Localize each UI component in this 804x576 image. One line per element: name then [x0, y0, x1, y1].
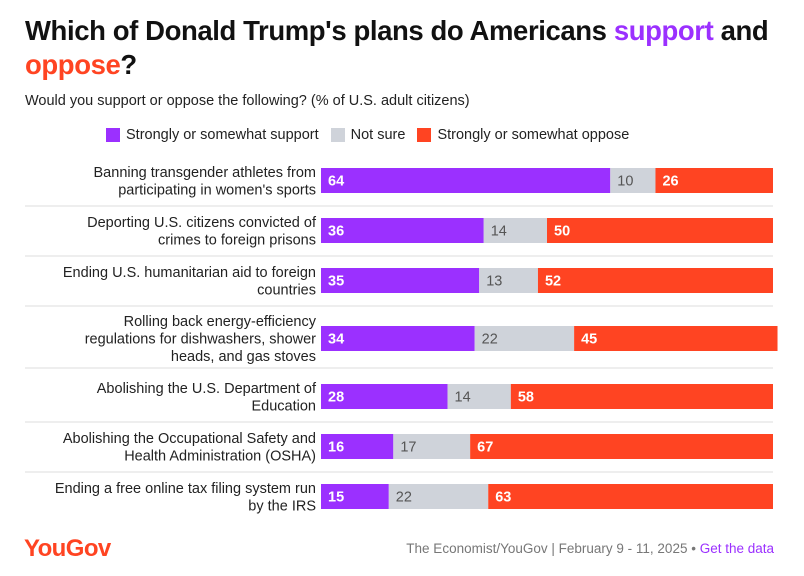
category-label-3-line-1: Ending U.S. humanitarian aid to foreign	[63, 265, 316, 281]
bar-support-3	[321, 268, 480, 293]
category-label-5-line-2: Education	[252, 398, 317, 414]
bar-support-1	[321, 168, 611, 193]
legend-swatch-oppose	[417, 128, 432, 142]
category-label-6-line-2: Health Administration (OSHA)	[124, 448, 316, 464]
legend-swatch-not-sure	[330, 128, 345, 142]
bar-oppose-2	[547, 218, 773, 243]
bar-support-5	[321, 384, 448, 409]
bar-support-4	[321, 326, 475, 351]
data-label-not-sure-3: 13	[486, 274, 502, 290]
legend-label-oppose: Strongly or somewhat oppose	[437, 127, 630, 143]
category-label-2-line-2: crimes to foreign prisons	[158, 232, 316, 248]
bar-oppose-3	[537, 268, 773, 293]
bar-oppose-6	[470, 434, 773, 459]
bar-not-sure-4	[474, 326, 575, 351]
bar-not-sure-3	[479, 268, 538, 293]
data-label-support-7: 15	[328, 490, 344, 506]
bar-not-sure-7	[388, 484, 489, 509]
legend-item-support: Strongly or somewhat support	[106, 127, 319, 143]
title-support-word: support	[613, 15, 714, 46]
legend-item-not-sure: Not sure	[330, 127, 406, 143]
chart-title: Which of Donald Trump's plans do America…	[25, 14, 785, 82]
source-text: The Economist/YouGov | February 9 - 11, …	[406, 541, 700, 556]
data-label-support-1: 64	[328, 174, 344, 190]
title-text-and: and	[713, 15, 769, 46]
footer-source: The Economist/YouGov | February 9 - 11, …	[406, 541, 774, 556]
data-label-oppose-2: 50	[554, 224, 570, 240]
data-label-support-2: 36	[328, 224, 344, 240]
category-label-4-line-1: Rolling back energy-efficiency	[124, 314, 317, 330]
yougov-logo: YouGov	[24, 535, 111, 562]
data-label-not-sure-4: 22	[482, 332, 498, 348]
bar-not-sure-1	[610, 168, 656, 193]
legend-label-support: Strongly or somewhat support	[126, 127, 319, 143]
data-label-support-4: 34	[328, 332, 344, 348]
category-label-5-line-1: Abolishing the U.S. Department of	[97, 381, 317, 397]
data-label-not-sure-6: 17	[400, 440, 416, 456]
title-oppose-word: oppose	[25, 49, 121, 80]
data-label-oppose-4: 45	[581, 332, 597, 348]
legend: Strongly or somewhat support Not sure St…	[106, 127, 641, 143]
data-label-oppose-1: 26	[662, 174, 678, 190]
stacked-bar-chart: Banning transgender athletes frompartici…	[25, 165, 778, 514]
data-label-not-sure-1: 10	[617, 174, 633, 190]
category-label-1-line-1: Banning transgender athletes from	[94, 165, 316, 181]
category-label-6-line-1: Abolishing the Occupational Safety and	[63, 431, 316, 447]
bar-not-sure-2	[483, 218, 547, 243]
title-text: Which of Donald Trump's plans do America…	[25, 15, 614, 46]
bar-oppose-4	[574, 326, 778, 351]
legend-label-not-sure: Not sure	[350, 127, 406, 143]
data-label-not-sure-5: 14	[455, 390, 471, 406]
category-label-4-line-3: heads, and gas stoves	[171, 349, 316, 365]
category-label-3-line-2: countries	[257, 282, 316, 298]
legend-swatch-support	[106, 128, 120, 142]
bar-oppose-5	[510, 384, 773, 409]
category-label-1-line-2: participating in women's sports	[118, 182, 316, 198]
category-label-7-line-1: Ending a free online tax filing system r…	[55, 481, 316, 497]
chart-subtitle: Would you support or oppose the followin…	[25, 93, 470, 109]
data-label-support-5: 28	[328, 390, 344, 406]
bar-oppose-1	[655, 168, 773, 193]
bar-oppose-7	[488, 484, 773, 509]
bar-support-7	[321, 484, 389, 509]
data-label-support-6: 16	[328, 440, 344, 456]
title-question-mark: ?	[120, 49, 137, 80]
data-label-oppose-3: 52	[545, 274, 561, 290]
category-label-4-line-2: regulations for dishwashers, shower	[85, 332, 316, 348]
get-the-data-link[interactable]: Get the data	[699, 541, 774, 556]
data-label-oppose-6: 67	[477, 440, 493, 456]
data-label-oppose-5: 58	[518, 390, 534, 406]
bar-not-sure-5	[447, 384, 511, 409]
bar-support-6	[321, 434, 394, 459]
data-label-not-sure-2: 14	[491, 224, 507, 240]
data-label-not-sure-7: 22	[396, 490, 412, 506]
data-label-oppose-7: 63	[495, 490, 511, 506]
legend-item-oppose: Strongly or somewhat oppose	[417, 127, 629, 143]
bar-not-sure-6	[393, 434, 471, 459]
category-label-2-line-1: Deporting U.S. citizens convicted of	[87, 215, 317, 231]
data-label-support-3: 35	[328, 274, 344, 290]
bar-support-2	[321, 218, 484, 243]
category-label-7-line-2: by the IRS	[248, 498, 316, 514]
